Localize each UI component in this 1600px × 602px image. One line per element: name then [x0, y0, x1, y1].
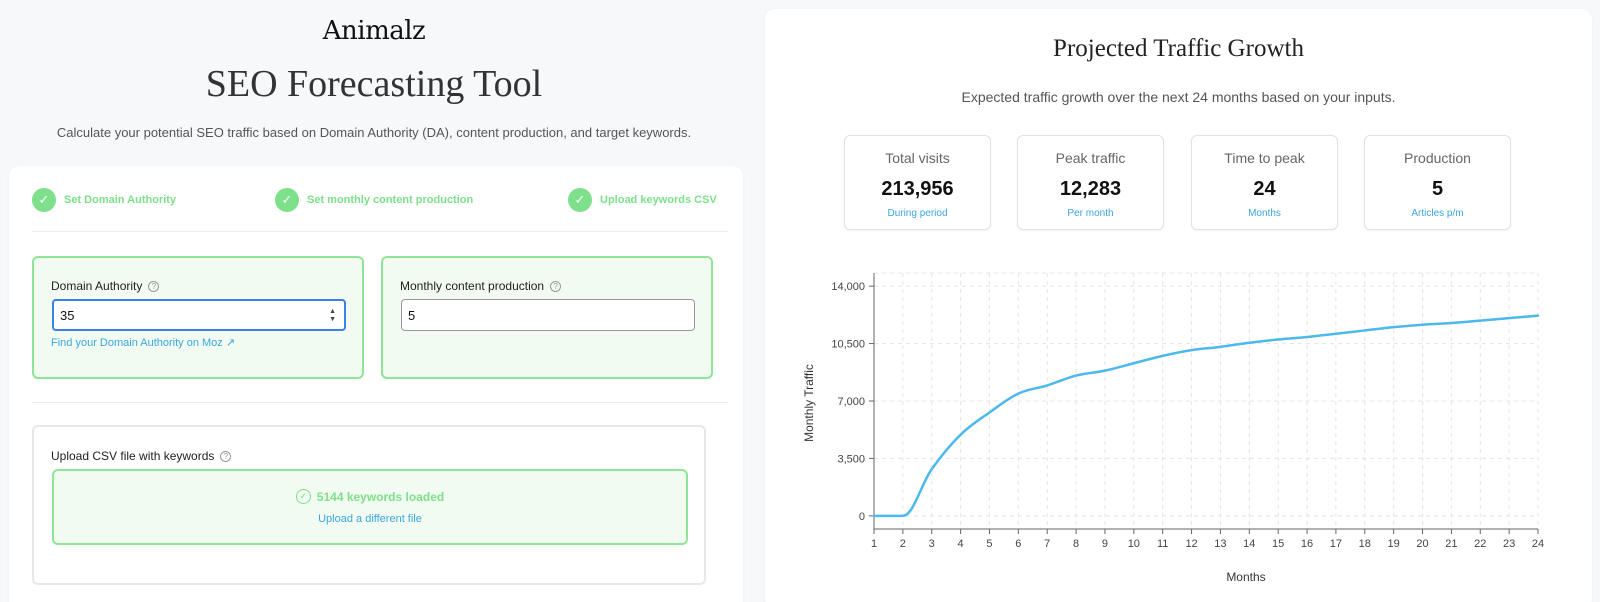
- stat-sub: Articles p/m: [1411, 208, 1464, 219]
- help-icon[interactable]: ?: [220, 450, 232, 462]
- x-tick-label: 21: [1445, 538, 1457, 550]
- left-column: Animalz SEO Forecasting Tool Calculate y…: [0, 0, 748, 602]
- stat-sub: Months: [1248, 208, 1281, 219]
- x-tick-label: 4: [958, 538, 964, 550]
- check-icon: ✓: [275, 188, 299, 212]
- content-production-label: Monthly content production ?: [400, 279, 562, 293]
- form-card: ✓ Set Domain Authority ✓ Set monthly con…: [9, 166, 743, 602]
- check-circle-icon: ✓: [295, 489, 311, 504]
- step-upload-csv: ✓ Upload keywords CSV: [568, 188, 717, 212]
- help-icon[interactable]: ?: [148, 280, 160, 292]
- upload-label-text: Upload CSV file with keywords: [51, 449, 215, 463]
- x-tick-label: 5: [986, 538, 992, 550]
- step-domain-authority: ✓ Set Domain Authority: [32, 188, 176, 212]
- y-tick-label: 10,500: [831, 339, 865, 351]
- stat-label: Production: [1404, 150, 1471, 166]
- x-tick-label: 2: [900, 538, 906, 550]
- x-tick-label: 12: [1185, 538, 1197, 550]
- upload-different-file-link[interactable]: Upload a different file: [318, 513, 422, 525]
- stat-sub: During period: [887, 208, 948, 219]
- content-production-input[interactable]: 5: [401, 299, 695, 331]
- x-tick-label: 6: [1015, 538, 1021, 550]
- x-tick-label: 9: [1102, 538, 1108, 550]
- content-production-box: Monthly content production ? 5: [381, 256, 713, 379]
- x-tick-label: 10: [1128, 538, 1140, 550]
- upload-label: Upload CSV file with keywords ?: [51, 449, 232, 463]
- stat-card-production: Production 5 Articles p/m: [1364, 135, 1511, 230]
- x-tick-label: 11: [1157, 538, 1168, 550]
- stat-card-total-visits: Total visits 213,956 During period: [844, 135, 991, 230]
- y-tick-label: 0: [859, 511, 865, 523]
- panel-title: Projected Traffic Growth: [1053, 35, 1304, 62]
- projection-panel: Projected Traffic Growth Expected traffi…: [765, 9, 1592, 602]
- keywords-loaded-status: ✓ 5144 keywords loaded: [54, 489, 686, 504]
- x-tick-label: 7: [1044, 538, 1050, 550]
- x-tick-label: 23: [1503, 538, 1515, 550]
- check-icon: ✓: [568, 188, 592, 212]
- traffic-series-line: [872, 314, 1540, 518]
- domain-authority-label-text: Domain Authority: [51, 279, 143, 293]
- stat-value: 5: [1431, 178, 1444, 200]
- moz-link[interactable]: Find your Domain Authority on Moz ↗: [51, 337, 236, 349]
- step-label: Upload keywords CSV: [600, 194, 717, 206]
- y-tick-label: 7,000: [837, 396, 865, 408]
- help-icon[interactable]: ?: [550, 280, 562, 292]
- step-content-production: ✓ Set monthly content production: [275, 188, 473, 212]
- number-stepper[interactable]: ▲ ▼: [329, 308, 336, 323]
- domain-authority-box: Domain Authority ? 35 ▲ ▼ Find your Domai…: [32, 256, 364, 379]
- stat-label: Total visits: [885, 150, 950, 166]
- x-tick-label: 22: [1474, 538, 1486, 550]
- page-subtitle: Calculate your potential SEO traffic bas…: [56, 125, 692, 140]
- y-tick-label: 14,000: [831, 281, 865, 293]
- x-tick-label: 13: [1214, 538, 1226, 550]
- animalz-logo[interactable]: Animalz: [322, 16, 426, 46]
- stat-value: 12,283: [1059, 178, 1122, 200]
- x-tick-label: 1: [871, 538, 877, 550]
- x-tick-label: 19: [1388, 538, 1400, 550]
- domain-authority-value: 35: [60, 307, 75, 323]
- x-tick-label: 16: [1301, 538, 1313, 550]
- stat-value: 213,956: [881, 178, 954, 200]
- x-axis-title: Months: [1226, 570, 1265, 584]
- stat-card-time-to-peak: Time to peak 24 Months: [1191, 135, 1338, 230]
- stat-label: Peak traffic: [1055, 150, 1126, 166]
- check-icon: ✓: [32, 188, 56, 212]
- y-axis-title: Monthly Traffic: [802, 364, 816, 442]
- progress-steps: ✓ Set Domain Authority ✓ Set monthly con…: [32, 188, 728, 214]
- x-tick-label: 8: [1073, 538, 1079, 550]
- step-label: Set Domain Authority: [64, 194, 177, 206]
- upload-box: Upload CSV file with keywords ? ✓ 5144 k…: [32, 425, 706, 585]
- page-title: SEO Forecasting Tool: [205, 63, 543, 105]
- x-tick-label: 24: [1532, 538, 1544, 550]
- csv-drop-zone[interactable]: ✓ 5144 keywords loaded Upload a differen…: [52, 469, 688, 545]
- stat-label: Time to peak: [1224, 150, 1305, 166]
- x-tick-label: 15: [1272, 538, 1284, 550]
- panel-subtitle: Expected traffic growth over the next 24…: [961, 89, 1396, 105]
- x-tick-label: 18: [1359, 538, 1371, 550]
- divider: [32, 402, 728, 403]
- x-tick-label: 20: [1416, 538, 1428, 550]
- step-label: Set monthly content production: [307, 194, 474, 206]
- stat-value: 24: [1253, 178, 1276, 200]
- keywords-loaded-text: 5144 keywords loaded: [316, 489, 445, 504]
- x-tick-label: 3: [929, 538, 935, 550]
- stat-sub: Per month: [1067, 208, 1114, 219]
- y-tick-label: 3,500: [837, 453, 865, 465]
- domain-authority-label: Domain Authority ?: [51, 279, 160, 293]
- divider: [32, 231, 728, 232]
- content-production-value: 5: [408, 307, 416, 323]
- stat-card-peak-traffic: Peak traffic 12,283 Per month: [1017, 135, 1164, 230]
- x-tick-label: 14: [1243, 538, 1255, 550]
- domain-authority-input[interactable]: 35 ▲ ▼: [52, 299, 346, 331]
- x-tick-label: 17: [1330, 538, 1342, 550]
- content-production-label-text: Monthly content production: [400, 279, 545, 293]
